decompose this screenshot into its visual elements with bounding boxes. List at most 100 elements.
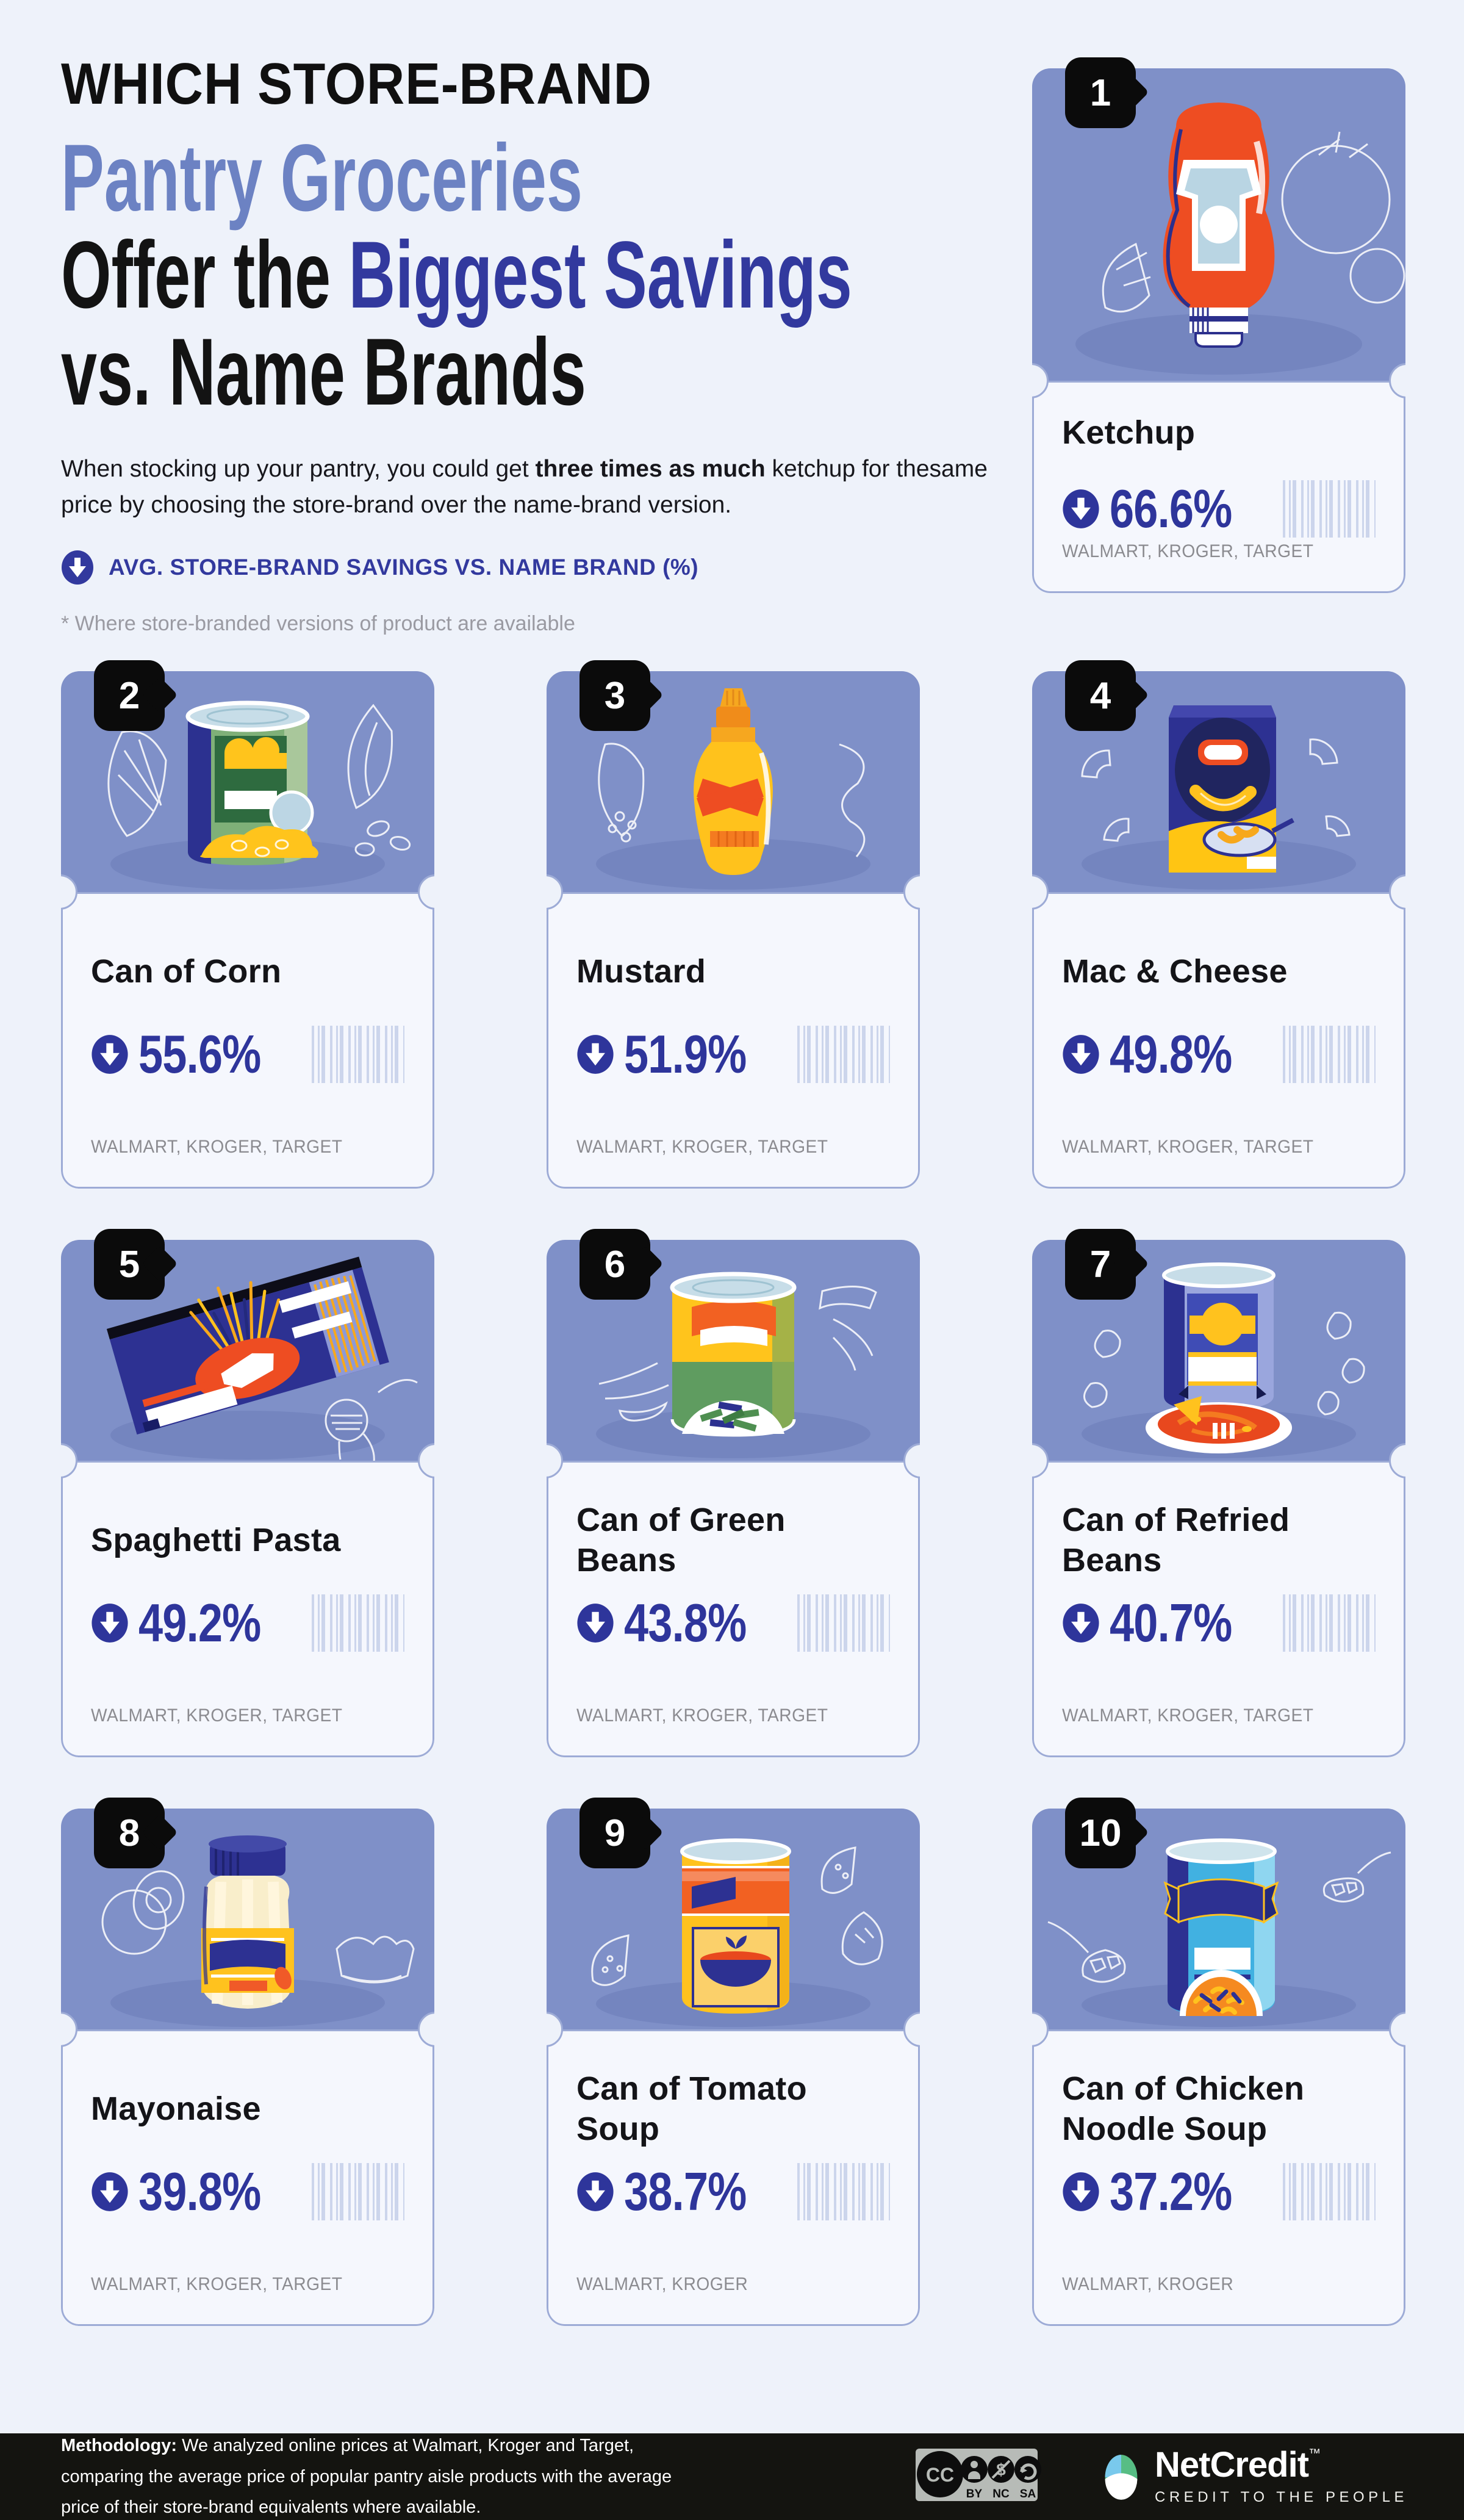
- barcode-decoration: [312, 1026, 404, 1083]
- brand-name: NetCredit™: [1155, 2447, 1408, 2483]
- down-arrow-circle-icon: [92, 2172, 128, 2211]
- rank-number: 10: [1079, 1812, 1122, 1854]
- card-panel: Spaghetti Pasta 49.2% WALMART, KROGER, T…: [61, 1461, 434, 1757]
- savings-percent: 51.9%: [624, 1024, 747, 1084]
- netcredit-wordmark: NetCredit™ CREDIT TO THE PEOPLE: [1155, 2447, 1408, 2506]
- savings-row: 55.6%: [91, 1023, 404, 1085]
- svg-text:CC: CC: [926, 2464, 954, 2486]
- cc-label-nc: NC: [992, 2488, 1010, 2500]
- product-card-refried-beans: Can of Refried Beans 40.7% WALMART, KROG…: [1032, 1229, 1405, 1757]
- rank-badge: 7: [1065, 1229, 1136, 1300]
- store-list: WALMART, KROGER, TARGET: [1062, 1705, 1314, 1726]
- store-list: WALMART, KROGER, TARGET: [576, 1137, 828, 1157]
- barcode-decoration: [797, 2163, 890, 2220]
- product-card-chicken-noodle-soup: Can of Chicken Noodle Soup 37.2% WALMART…: [1032, 1798, 1405, 2326]
- product-name: Ketchup: [1062, 414, 1196, 451]
- intro-bold: three times as much: [535, 456, 766, 483]
- methodology-text: We analyzed online prices at Walmart, Kr…: [61, 2435, 672, 2518]
- barcode-decoration: [312, 1594, 404, 1652]
- footnote: * Where store-branded versions of produc…: [61, 612, 575, 636]
- barcode-decoration: [1283, 480, 1376, 538]
- netcredit-drop-icon: [1105, 2455, 1138, 2500]
- barcode-decoration: [797, 1594, 890, 1652]
- cc-license-badge: CC $ BY NC SA: [911, 2441, 1042, 2513]
- rank-number: 9: [604, 1812, 626, 1854]
- rank-number: 2: [118, 674, 140, 717]
- product-name: Can of Tomato Soup: [576, 2070, 807, 2147]
- product-name: Mac & Cheese: [1062, 953, 1288, 990]
- down-arrow-circle-icon: [1063, 489, 1099, 528]
- product-name: Mustard: [576, 953, 706, 990]
- card-panel: Mustard 51.9% WALMART, KROGER, TARGET: [547, 892, 920, 1189]
- rank-number: 4: [1089, 674, 1111, 717]
- savings-row: 51.9%: [576, 1023, 890, 1085]
- rank-badge: 5: [94, 1229, 165, 1300]
- product-name: Mayonaise: [91, 2090, 261, 2128]
- savings-row: 38.7%: [576, 2161, 890, 2223]
- footer: Methodology: We analyzed online prices a…: [0, 2433, 1464, 2520]
- store-list: WALMART, KROGER, TARGET: [576, 1705, 828, 1726]
- card-panel: Can of Chicken Noodle Soup 37.2% WALMART…: [1032, 2029, 1405, 2326]
- rank-badge: 8: [94, 1798, 165, 1868]
- header: WHICH STORE-BRAND Pantry Groceries Offer…: [61, 53, 1013, 636]
- store-list: WALMART, KROGER: [1062, 2274, 1234, 2294]
- brand-trademark: ™: [1308, 2447, 1321, 2460]
- rank-badge: 1: [1065, 57, 1136, 128]
- ketchup-illustration: [1032, 68, 1405, 381]
- product-card-mustard: Mustard 51.9% WALMART, KROGER, TARGET 3: [547, 660, 920, 1189]
- brand-name-text: NetCredit: [1155, 2445, 1309, 2485]
- cc-label-sa: SA: [1020, 2488, 1036, 2500]
- savings-row: 49.2%: [91, 1592, 404, 1654]
- rank-number: 5: [118, 1243, 140, 1286]
- product-card-corn: Can of Corn 55.6% WALMART, KROGER, TARGE…: [61, 660, 434, 1189]
- product-card-tomato-soup: Can of Tomato Soup 38.7% WALMART, KROGER…: [547, 1798, 920, 2326]
- down-arrow-circle-icon: [577, 1604, 614, 1643]
- store-list: WALMART, KROGER, TARGET: [91, 1137, 343, 1157]
- rank-number: 7: [1089, 1243, 1111, 1286]
- title-biggest-savings: Biggest Savings: [348, 221, 852, 328]
- savings-row: 37.2%: [1062, 2161, 1376, 2223]
- rank-number: 8: [118, 1812, 140, 1854]
- product-name: Spaghetti Pasta: [91, 1522, 341, 1559]
- down-arrow-circle-icon: [577, 1035, 614, 1074]
- mustard-bottle-illustration: [547, 671, 920, 892]
- card-panel: Can of Refried Beans 40.7% WALMART, KROG…: [1032, 1461, 1405, 1757]
- store-list: WALMART, KROGER: [576, 2274, 748, 2294]
- barcode-decoration: [1283, 1026, 1376, 1083]
- store-list: WALMART, KROGER, TARGET: [91, 1705, 343, 1726]
- savings-row: 66.6%: [1062, 478, 1376, 540]
- barcode-decoration: [1283, 1594, 1376, 1652]
- card-panel: Can of Tomato Soup 38.7% WALMART, KROGER: [547, 2029, 920, 2326]
- netcredit-logo: NetCredit™ CREDIT TO THE PEOPLE: [1101, 2447, 1408, 2506]
- store-list: WALMART, KROGER, TARGET: [1062, 541, 1314, 561]
- product-name: Can of Green Beans: [576, 1502, 786, 1579]
- barcode-decoration: [797, 1026, 890, 1083]
- title-offer-the: Offer the: [61, 221, 349, 328]
- down-arrow-circle-icon: [92, 1604, 128, 1643]
- barcode-decoration: [1283, 2163, 1376, 2220]
- product-name: Can of Chicken Noodle Soup: [1062, 2070, 1305, 2147]
- product-name: Can of Corn: [91, 953, 282, 990]
- savings-row: 39.8%: [91, 2161, 404, 2223]
- rank-number: 6: [604, 1243, 626, 1286]
- card-panel: Can of Corn 55.6% WALMART, KROGER, TARGE…: [61, 892, 434, 1189]
- product-card-spaghetti: Spaghetti Pasta 49.2% WALMART, KROGER, T…: [61, 1229, 434, 1757]
- rank-badge: 4: [1065, 660, 1136, 731]
- rank-number: 1: [1089, 71, 1111, 114]
- methodology-label: Methodology:: [61, 2435, 178, 2455]
- savings-percent: 55.6%: [138, 1024, 261, 1084]
- savings-percent: 39.8%: [138, 2161, 261, 2222]
- savings-percent: 49.8%: [1110, 1024, 1232, 1084]
- product-card-mayonnaise: Mayonaise 39.8% WALMART, KROGER, TARGET …: [61, 1798, 434, 2326]
- methodology: Methodology: We analyzed online prices a…: [61, 2430, 714, 2520]
- rank-number: 3: [604, 674, 626, 717]
- legend: AVG. STORE-BRAND SAVINGS VS. NAME BRAND …: [61, 550, 1013, 585]
- rank-badge: 2: [94, 660, 165, 731]
- rank-badge: 6: [580, 1229, 650, 1300]
- store-list: WALMART, KROGER, TARGET: [1062, 1137, 1314, 1157]
- brand-tagline: CREDIT TO THE PEOPLE: [1155, 2489, 1408, 2505]
- cc-by-nc-sa-icon: CC $ BY NC SA: [916, 2448, 1042, 2501]
- savings-percent: 38.7%: [624, 2161, 747, 2222]
- cc-label-by: BY: [966, 2488, 983, 2500]
